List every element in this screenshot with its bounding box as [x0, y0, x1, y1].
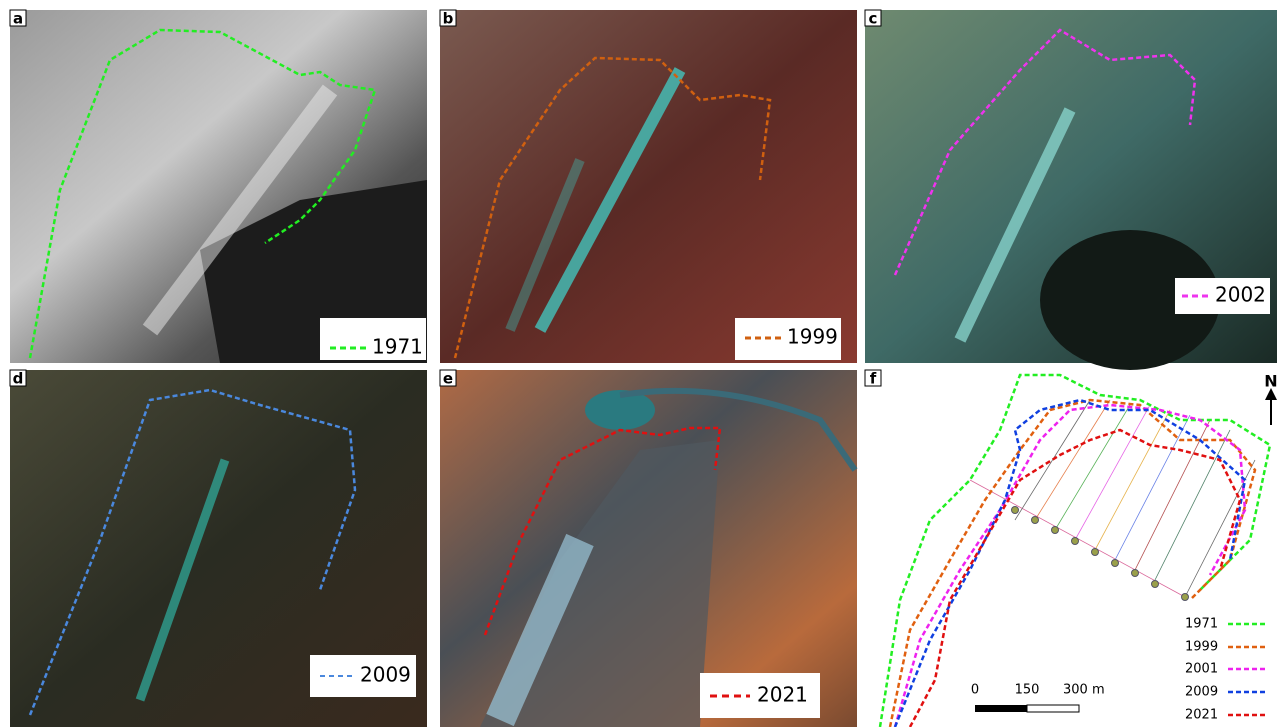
panel-label: b: [443, 10, 454, 28]
panel-label: f: [870, 370, 877, 388]
legend-label: 2009: [360, 663, 411, 687]
legend-label: 1971: [372, 335, 423, 359]
panel-label: a: [13, 10, 23, 28]
panel-b: 1999 b: [440, 10, 857, 364]
panel-f: N 0 150 300 m 1971 1999 2001 2009 2021 f: [865, 370, 1277, 727]
panel-label: c: [869, 10, 878, 28]
legend-label: 2021: [757, 683, 808, 707]
legend-label: 2002: [1215, 283, 1266, 307]
legend-label: 1999: [787, 325, 838, 349]
panel-a: 1971 a: [10, 10, 427, 364]
legend-label: 2001: [1185, 662, 1218, 677]
panel-label: e: [443, 370, 453, 388]
scale-label: 0: [971, 683, 979, 698]
legend-label: 2009: [1185, 685, 1218, 700]
legend-label: 1971: [1185, 617, 1218, 632]
panel-label: d: [13, 370, 24, 388]
scale-label: 300 m: [1063, 683, 1105, 698]
panel-c: 2002 c: [865, 10, 1277, 371]
legend-label: 2021: [1185, 708, 1218, 723]
scale-label: 150: [1015, 683, 1040, 698]
figure: 1971 a 1999 b 2002 c 2009 d 2021 e: [0, 0, 1277, 727]
panel-e: 2021 e: [440, 370, 857, 727]
north-arrow-label: N: [1264, 372, 1277, 391]
legend-label: 1999: [1185, 640, 1218, 655]
panel-d: 2009 d: [10, 370, 427, 727]
